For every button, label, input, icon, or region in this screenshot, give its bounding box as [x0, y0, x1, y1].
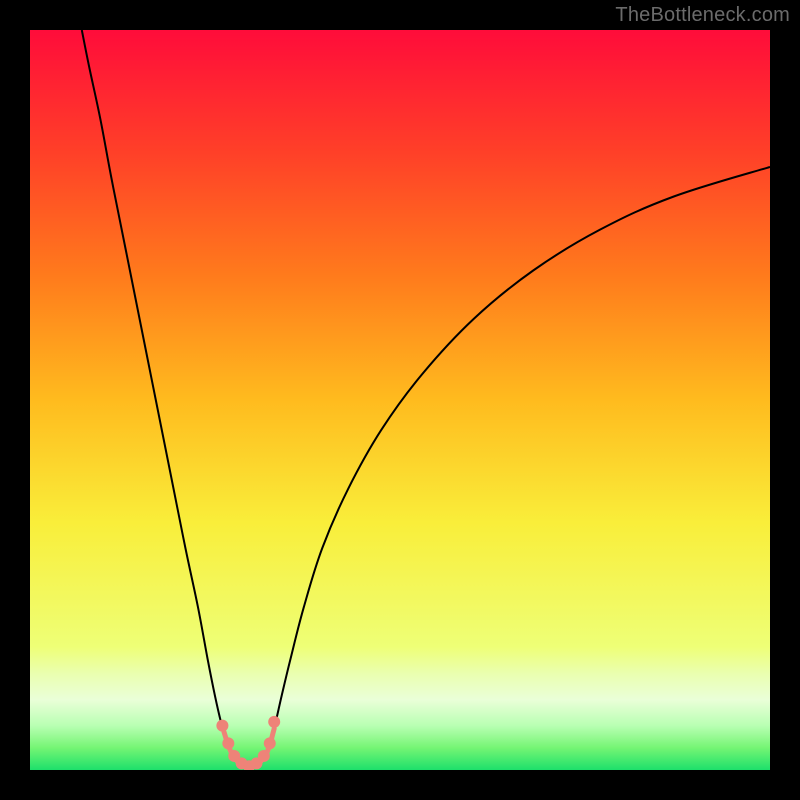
plot-area [30, 30, 770, 770]
watermark-text: TheBottleneck.com [615, 4, 790, 27]
plot-svg [30, 30, 770, 770]
marker-dot [268, 716, 280, 728]
gradient-background [30, 30, 770, 770]
marker-dot [222, 737, 234, 749]
marker-dot [264, 737, 276, 749]
marker-dot [216, 720, 228, 732]
chart-canvas: TheBottleneck.com [0, 0, 800, 800]
marker-dot [258, 750, 270, 762]
